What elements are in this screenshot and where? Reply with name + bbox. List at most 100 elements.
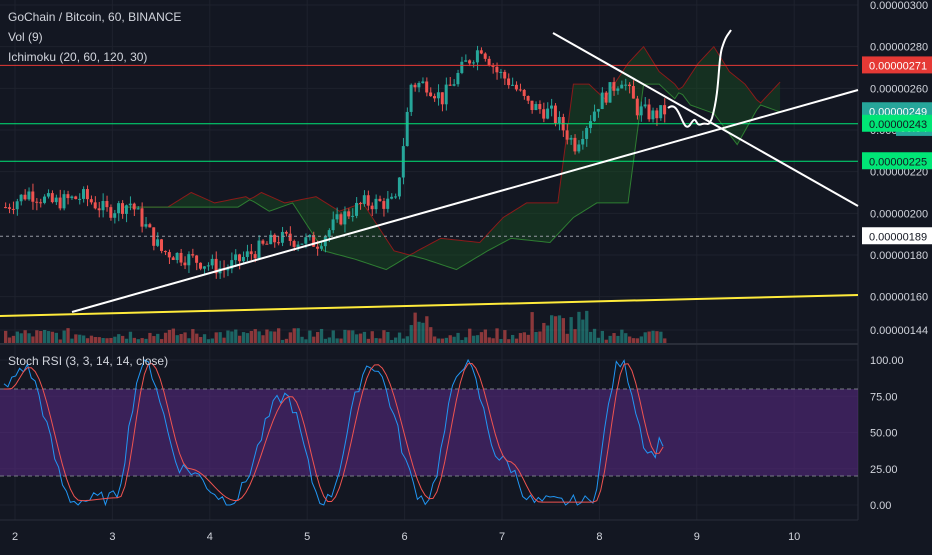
volume-bar xyxy=(253,329,257,343)
candle-body xyxy=(600,92,604,110)
candle-body xyxy=(163,250,167,253)
volume-bar xyxy=(202,334,207,343)
time-tick-label: 8 xyxy=(596,531,602,543)
candle-body xyxy=(234,254,238,261)
volume-bar xyxy=(557,315,562,343)
volume-bar xyxy=(382,330,386,343)
candle-body xyxy=(273,234,277,243)
volume-bar xyxy=(214,332,218,343)
volume-bar xyxy=(4,330,8,343)
candle-body xyxy=(238,254,241,262)
volume-bar xyxy=(230,331,234,343)
volume-bar xyxy=(296,328,300,343)
volume-bar xyxy=(565,333,569,343)
candle-body xyxy=(557,116,561,124)
candles xyxy=(4,45,667,279)
candle-body xyxy=(401,146,405,178)
volume-bar xyxy=(85,338,90,343)
volume-bar xyxy=(39,330,43,343)
ichimoku-span-a xyxy=(121,45,781,256)
candle-body xyxy=(413,84,417,88)
candle-body xyxy=(483,53,487,59)
candle-body xyxy=(140,208,144,227)
volume-bar xyxy=(167,329,172,343)
candle-body xyxy=(355,202,358,216)
volume-bar xyxy=(23,330,27,343)
volume-bar xyxy=(327,337,331,343)
candle-body xyxy=(643,104,647,107)
volume-bar xyxy=(175,335,179,343)
price-tick-label: 0.00000180 xyxy=(870,250,928,262)
volume-bar xyxy=(479,332,484,343)
volume-bar xyxy=(218,332,222,343)
candle-body xyxy=(468,60,472,64)
volume-bar xyxy=(577,311,581,343)
candle-body xyxy=(132,203,136,210)
volume-bar xyxy=(464,337,468,343)
rsi-tick-label: 0.00 xyxy=(870,500,891,512)
volume-bar xyxy=(163,332,168,343)
candle-body xyxy=(117,203,121,214)
volume-bar xyxy=(366,338,370,343)
candle-body xyxy=(444,84,448,105)
volume-bar xyxy=(89,335,94,343)
candle-body xyxy=(179,252,183,263)
volume-bar xyxy=(401,338,406,343)
candle-body xyxy=(331,219,335,231)
candle-body xyxy=(191,254,195,256)
volume-bar xyxy=(631,338,636,343)
candle-body xyxy=(39,202,43,204)
price-badge xyxy=(862,114,932,132)
candle-body xyxy=(319,246,323,249)
candle-body xyxy=(70,196,74,199)
candle-body xyxy=(518,89,522,91)
candle-body xyxy=(624,84,628,86)
candle-body xyxy=(612,82,616,91)
price-tick-label: 0.00000144 xyxy=(870,325,928,337)
price-badge xyxy=(862,56,932,74)
volume-bar xyxy=(241,332,246,343)
candle-body xyxy=(284,231,288,234)
volume-bar xyxy=(390,339,394,343)
candle-body xyxy=(183,262,187,266)
volume-bar xyxy=(113,336,117,343)
volume-bar xyxy=(503,330,507,343)
volume-bar xyxy=(156,333,160,343)
volume-bar xyxy=(511,334,515,343)
candle-body xyxy=(226,268,230,271)
volume-bar xyxy=(616,335,620,343)
volume-bar xyxy=(19,333,23,343)
candle-body xyxy=(565,130,569,140)
candle-body xyxy=(351,215,355,217)
candle-body xyxy=(148,224,152,228)
candle-body xyxy=(538,104,542,110)
candle-body xyxy=(479,50,483,54)
volume-bar xyxy=(331,330,335,343)
volume-bar xyxy=(97,337,101,343)
volume-bar xyxy=(280,339,285,343)
volume-bar xyxy=(62,330,66,343)
candle-body xyxy=(429,92,433,97)
candle-body xyxy=(167,252,171,258)
freehand-projection xyxy=(667,29,732,128)
candle-body xyxy=(507,78,511,86)
volume-bar xyxy=(355,334,359,343)
volume-bar xyxy=(546,325,550,343)
candle-body xyxy=(456,72,460,85)
volume-bar xyxy=(199,337,203,343)
volume-bar xyxy=(300,336,304,343)
volume-bar xyxy=(140,338,144,343)
candle-body xyxy=(511,84,514,86)
volume-bar xyxy=(273,331,277,343)
candle-body xyxy=(366,195,370,206)
volume-bar xyxy=(413,312,417,343)
candle-body xyxy=(378,198,382,202)
volume-bar xyxy=(409,325,413,343)
volume-bar xyxy=(639,336,643,343)
candle-body xyxy=(7,207,11,209)
volume-bar xyxy=(550,315,554,343)
volume-bar xyxy=(358,333,363,343)
candle-body xyxy=(448,84,452,86)
candle-body xyxy=(312,234,316,247)
